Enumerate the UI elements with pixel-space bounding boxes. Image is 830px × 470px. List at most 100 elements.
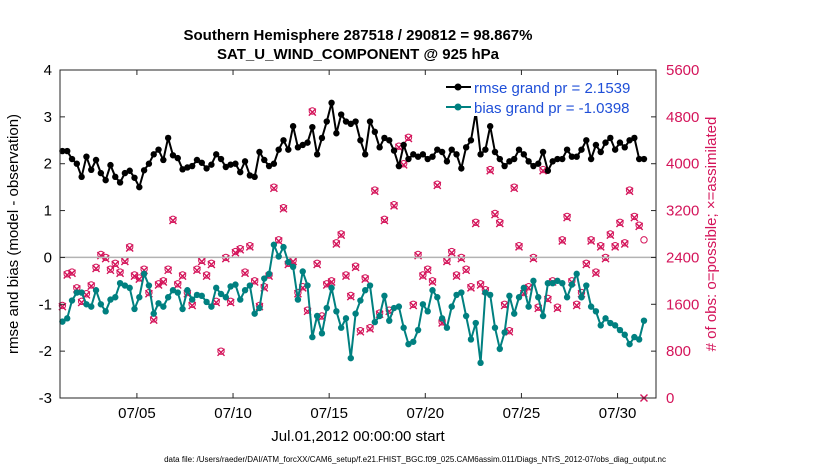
bias-point	[467, 336, 475, 343]
obs-assimilated-point	[635, 222, 644, 231]
obs-possible-point	[125, 243, 134, 251]
bias-point	[126, 284, 133, 292]
obs-possible-point	[409, 300, 417, 308]
y-axis-label-right: # of obs: o=possible; ×=assimilated	[703, 117, 720, 352]
bias-point	[59, 318, 66, 325]
obs-possible-point	[241, 268, 249, 276]
rmse-point	[587, 155, 595, 163]
obs-possible-point	[164, 265, 172, 273]
rmse-point	[237, 168, 244, 176]
obs-possible-point	[611, 242, 619, 250]
bias-point	[640, 317, 648, 324]
obs-possible-point	[116, 268, 124, 276]
x-tick-label: 07/30	[599, 405, 637, 422]
rmse-point	[179, 166, 186, 173]
obs-assimilated-point	[515, 242, 524, 251]
chart-title: Southern Hemisphere 287518 / 290812 = 98…	[184, 27, 533, 44]
x-tick-label: 07/25	[503, 405, 541, 422]
rmse-point	[366, 118, 374, 125]
obs-possible-point	[246, 242, 254, 250]
rmse-point	[164, 134, 172, 142]
obs-assimilated-point	[173, 280, 182, 289]
rmse-point	[299, 141, 306, 149]
rmse-point	[410, 151, 417, 158]
obs-possible-point	[332, 239, 341, 247]
obs-possible-point	[452, 271, 461, 279]
y-tick-label-right: 4800	[666, 109, 699, 126]
bias-point	[482, 289, 489, 296]
obs-possible-point	[621, 239, 629, 247]
rmse-point	[544, 167, 552, 174]
bias-point	[587, 303, 595, 310]
bias-point	[232, 281, 239, 288]
obs-assimilated-point	[630, 213, 639, 222]
obs-possible-point	[390, 201, 398, 209]
obs-assimilated-point	[611, 242, 620, 251]
bias-point	[116, 280, 124, 287]
obs-possible-point	[236, 244, 244, 253]
obs-assimilated-point	[241, 269, 250, 278]
obs-possible-point	[250, 277, 259, 285]
rmse-point	[419, 151, 427, 158]
rmse-point	[121, 169, 129, 177]
rmse-point	[318, 134, 326, 142]
obs-assimilated-point	[380, 216, 389, 225]
bias-point	[357, 297, 364, 304]
bias-point	[525, 303, 532, 310]
obs-possible-point	[635, 221, 643, 229]
obs-assimilated-point	[111, 260, 120, 269]
obs-assimilated-point	[591, 269, 600, 278]
obs-assimilated-point	[308, 108, 317, 117]
bias-point	[164, 294, 172, 301]
bias-point	[342, 315, 350, 322]
obs-assimilated-point	[404, 134, 413, 143]
rmse-point	[506, 158, 513, 165]
obs-assimilated-point	[428, 278, 437, 287]
obs-assimilated-point	[197, 257, 206, 266]
bias-point	[511, 310, 518, 317]
obs-assimilated-point	[63, 271, 72, 279]
bias-point	[597, 322, 604, 329]
bias-point	[280, 243, 287, 251]
bias-point	[68, 297, 76, 304]
obs-possible-point	[462, 265, 470, 273]
rmse-point	[213, 151, 220, 158]
obs-possible-point	[572, 300, 581, 308]
obs-possible-point	[178, 271, 187, 279]
y-tick-label-left: 4	[44, 62, 52, 79]
rmse-point	[208, 161, 215, 168]
obs-possible-point	[106, 265, 115, 273]
rmse-point	[448, 146, 455, 153]
y-tick-label-left: 0	[44, 249, 52, 266]
rmse-point	[270, 160, 278, 167]
bias-point	[366, 282, 374, 289]
rmse-point	[568, 153, 576, 160]
bias-point	[323, 304, 330, 312]
rmse-point	[496, 155, 503, 163]
rmse-point	[467, 137, 475, 144]
rmse-point	[102, 176, 109, 184]
y-tick-label-right: 2400	[666, 249, 699, 266]
series-layer	[59, 99, 656, 367]
obs-possible-point	[467, 283, 475, 291]
bias-point	[155, 300, 162, 307]
rmse-point	[193, 156, 201, 164]
bias-point	[92, 287, 100, 294]
obs-assimilated-point	[221, 254, 230, 263]
rmse-point	[265, 162, 273, 170]
rmse-point	[347, 120, 354, 128]
obs-possible-point	[597, 242, 605, 250]
x-tick-label: 07/10	[214, 405, 252, 422]
obs-assimilated-point	[245, 242, 254, 251]
bias-point	[405, 340, 412, 348]
rmse-point	[251, 173, 258, 181]
bias-point	[386, 317, 393, 324]
bias-point	[438, 315, 446, 322]
bias-point	[112, 294, 119, 301]
rmse-point	[626, 137, 633, 144]
rmse-point	[107, 161, 114, 169]
rmse-point	[453, 151, 460, 158]
obs-assimilated-point	[327, 278, 336, 287]
rmse-point	[160, 156, 167, 164]
bias-point	[472, 319, 479, 327]
